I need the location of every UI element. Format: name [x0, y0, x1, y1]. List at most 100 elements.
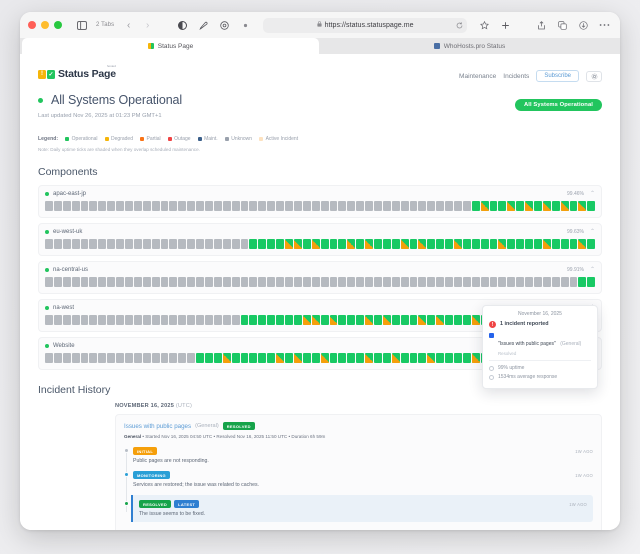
uptime-tick[interactable]	[400, 353, 409, 363]
uptime-tick[interactable]	[249, 277, 258, 287]
uptime-tick[interactable]	[240, 353, 249, 363]
uptime-tick[interactable]	[409, 239, 418, 249]
uptime-tick[interactable]	[533, 277, 542, 287]
uptime-tick[interactable]	[151, 201, 160, 211]
uptime-tick[interactable]	[80, 201, 89, 211]
shield-privacy-icon[interactable]	[217, 18, 232, 32]
uptime-tick[interactable]	[45, 277, 53, 287]
uptime-tick[interactable]	[329, 315, 338, 325]
uptime-tick[interactable]	[267, 315, 276, 325]
new-tab-plus-icon[interactable]	[498, 18, 513, 32]
uptime-tick[interactable]	[436, 353, 445, 363]
uptime-tick[interactable]	[498, 239, 507, 249]
uptime-tick[interactable]	[453, 353, 462, 363]
uptime-tick[interactable]	[329, 277, 338, 287]
uptime-tick[interactable]	[516, 277, 525, 287]
subscribe-button[interactable]: Subscribe	[536, 70, 579, 82]
uptime-tick[interactable]	[338, 239, 347, 249]
close-window-button[interactable]	[28, 21, 36, 29]
uptime-tick[interactable]	[427, 315, 436, 325]
uptime-tick[interactable]	[418, 353, 427, 363]
uptime-tick[interactable]	[427, 353, 436, 363]
uptime-tick[interactable]	[53, 239, 62, 249]
uptime-tick[interactable]	[471, 201, 480, 211]
uptime-tick[interactable]	[160, 315, 169, 325]
uptime-tick[interactable]	[107, 201, 116, 211]
uptime-tick[interactable]	[427, 277, 436, 287]
uptime-tick[interactable]	[525, 277, 533, 287]
uptime-tick[interactable]	[560, 239, 569, 249]
reload-icon[interactable]	[456, 21, 463, 29]
uptime-tick[interactable]	[125, 201, 133, 211]
uptime-tick[interactable]	[133, 277, 142, 287]
uptime-tick[interactable]	[231, 353, 240, 363]
uptime-tick[interactable]	[347, 201, 356, 211]
uptime-tick[interactable]	[507, 239, 516, 249]
uptime-tick[interactable]	[240, 239, 249, 249]
uptime-tick[interactable]	[365, 315, 373, 325]
uptime-tick[interactable]	[222, 315, 231, 325]
uptime-tick[interactable]	[160, 277, 169, 287]
uptime-tick[interactable]	[436, 201, 445, 211]
uptime-tick[interactable]	[267, 239, 276, 249]
uptime-tick[interactable]	[249, 239, 258, 249]
uptime-tick[interactable]	[347, 239, 356, 249]
uptime-tick[interactable]	[285, 315, 293, 325]
uptime-tick[interactable]	[427, 239, 436, 249]
uptime-tick[interactable]	[285, 353, 293, 363]
uptime-tick[interactable]	[178, 239, 187, 249]
uptime-tick[interactable]	[62, 353, 71, 363]
uptime-tick[interactable]	[338, 353, 347, 363]
uptime-tick[interactable]	[320, 201, 329, 211]
uptime-tick[interactable]	[418, 201, 427, 211]
uptime-tick[interactable]	[382, 239, 391, 249]
uptime-tick[interactable]	[98, 315, 107, 325]
window-traffic-lights[interactable]	[28, 21, 62, 29]
uptime-tick[interactable]	[133, 239, 142, 249]
uptime-tick[interactable]	[222, 353, 231, 363]
uptime-tick[interactable]	[213, 315, 222, 325]
uptime-tick[interactable]	[222, 201, 231, 211]
uptime-tick[interactable]	[578, 277, 587, 287]
uptime-tick[interactable]	[507, 201, 516, 211]
uptime-tick[interactable]	[53, 277, 62, 287]
uptime-tick[interactable]	[578, 239, 587, 249]
uptime-tick[interactable]	[373, 201, 382, 211]
uptime-tick[interactable]	[320, 239, 329, 249]
uptime-tick[interactable]	[169, 239, 178, 249]
uptime-tick[interactable]	[480, 239, 489, 249]
uptime-tick[interactable]	[302, 201, 311, 211]
uptime-tick[interactable]	[205, 353, 213, 363]
uptime-tick[interactable]	[222, 239, 231, 249]
uptime-tick[interactable]	[240, 277, 249, 287]
uptime-tick[interactable]	[71, 239, 80, 249]
uptime-tick[interactable]	[471, 353, 480, 363]
nav-link-maintenance[interactable]: Maintenance	[459, 72, 497, 80]
uptime-tick[interactable]	[347, 353, 356, 363]
uptime-tick[interactable]	[285, 201, 293, 211]
uptime-tick[interactable]	[400, 315, 409, 325]
uptime-tick[interactable]	[498, 277, 507, 287]
uptime-tick[interactable]	[382, 315, 391, 325]
uptime-tick[interactable]	[107, 239, 116, 249]
uptime-tick[interactable]	[178, 277, 187, 287]
uptime-tick[interactable]	[365, 353, 373, 363]
uptime-tick[interactable]	[356, 315, 365, 325]
uptime-tick[interactable]	[453, 315, 462, 325]
uptime-tick[interactable]	[213, 277, 222, 287]
uptime-tick[interactable]	[98, 201, 107, 211]
downloads-icon[interactable]	[576, 18, 591, 32]
uptime-tick[interactable]	[293, 201, 302, 211]
forward-button[interactable]: ›	[146, 19, 150, 31]
uptime-tick[interactable]	[53, 353, 62, 363]
uptime-tick[interactable]	[338, 315, 347, 325]
uptime-tick[interactable]	[560, 277, 569, 287]
uptime-tick[interactable]	[391, 239, 400, 249]
uptime-tick[interactable]	[391, 315, 400, 325]
uptime-tick[interactable]	[462, 201, 471, 211]
tab-status-page[interactable]: Status Page	[22, 38, 319, 54]
uptime-tick[interactable]	[187, 239, 196, 249]
uptime-tick[interactable]	[240, 315, 249, 325]
uptime-tick[interactable]	[329, 201, 338, 211]
uptime-tick[interactable]	[587, 201, 596, 211]
